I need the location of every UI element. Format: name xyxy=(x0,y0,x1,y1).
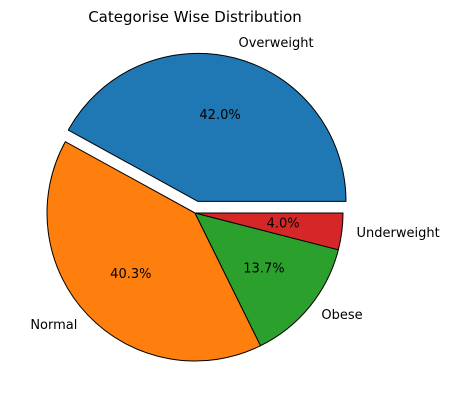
pie-percent-label-obese: 13.7% xyxy=(243,261,284,276)
pie-category-label-obese: Obese xyxy=(321,308,362,323)
chart-title: Categorise Wise Distribution xyxy=(88,8,302,26)
pie-percent-label-underweight: 4.0% xyxy=(267,217,300,232)
pie-slices xyxy=(47,53,346,361)
pie-percent-label-overweight: 42.0% xyxy=(199,108,240,123)
pie-category-label-underweight: Underweight xyxy=(357,226,440,241)
pie-category-label-overweight: Overweight xyxy=(238,36,313,51)
pie-percent-label-normal: 40.3% xyxy=(110,267,151,282)
pie-category-label-normal: Normal xyxy=(30,318,77,333)
